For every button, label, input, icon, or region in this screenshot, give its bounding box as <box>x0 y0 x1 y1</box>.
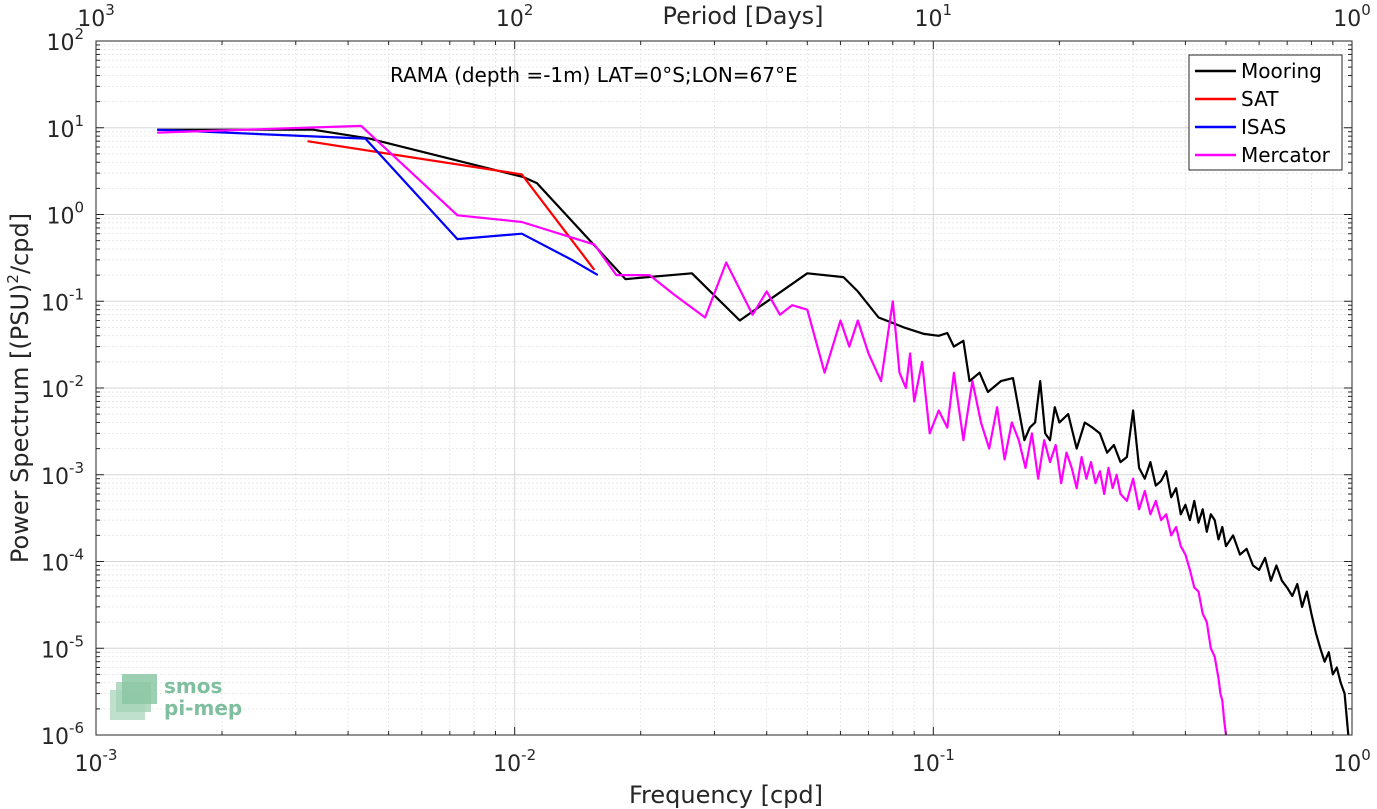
x-tick-label: 10-2 <box>493 746 536 777</box>
series-layer <box>157 124 1350 736</box>
x-tick-label: 10-1 <box>912 746 955 777</box>
series-line-mercator <box>157 124 1228 736</box>
minor-grid <box>96 41 1352 735</box>
top-axis-label: Period [Days] <box>662 2 823 30</box>
series-line-mooring <box>157 128 1350 736</box>
x-tick-label: 10-3 <box>75 746 118 777</box>
x-axis-label: Frequency [cpd] <box>629 781 823 809</box>
y-axis-label-tail: /cpd] <box>6 213 34 274</box>
legend-label-isas: ISAS <box>1241 115 1286 139</box>
legend-label-sat: SAT <box>1241 87 1279 111</box>
y-tick-label: 10-4 <box>41 546 84 577</box>
y-tick-label: 10-2 <box>41 372 84 403</box>
top-tick-label: 102 <box>496 1 534 32</box>
y-tick-label: 10-1 <box>41 285 84 316</box>
top-tick-label: 100 <box>1333 1 1371 32</box>
y-tick-label: 102 <box>46 25 84 56</box>
y-axis-label-main: Power Spectrum [(PSU) <box>6 284 34 563</box>
y-axis-label-sup: 2 <box>4 274 22 284</box>
legend-label-mercator: Mercator <box>1241 143 1331 167</box>
series-line-isas <box>157 128 599 277</box>
watermark-line2: pi-mep <box>164 696 242 720</box>
y-tick-label: 101 <box>46 112 84 143</box>
x-tick-label: 100 <box>1333 746 1371 777</box>
y-tick-label: 10-5 <box>41 632 84 663</box>
y-tick-label: 100 <box>46 199 84 230</box>
tick-marks <box>95 40 1353 736</box>
watermark-line1: smos <box>164 674 222 698</box>
watermark-logo-icon <box>110 674 157 720</box>
top-tick-label: 103 <box>77 1 115 32</box>
top-tick-label: 101 <box>915 1 953 32</box>
legend: Mooring SAT ISAS Mercator <box>1188 54 1343 171</box>
y-tick-label: 10-3 <box>41 459 84 490</box>
annotation-text: RAMA (depth =-1m) LAT=0°S;LON=67°E <box>390 63 798 87</box>
smos-pimep-watermark: smos pi-mep <box>110 674 242 720</box>
legend-label-mooring: Mooring <box>1241 59 1322 83</box>
y-tick-label: 10-6 <box>41 719 84 750</box>
y-axis-label: Power Spectrum [(PSU)2/cpd] <box>4 213 34 563</box>
